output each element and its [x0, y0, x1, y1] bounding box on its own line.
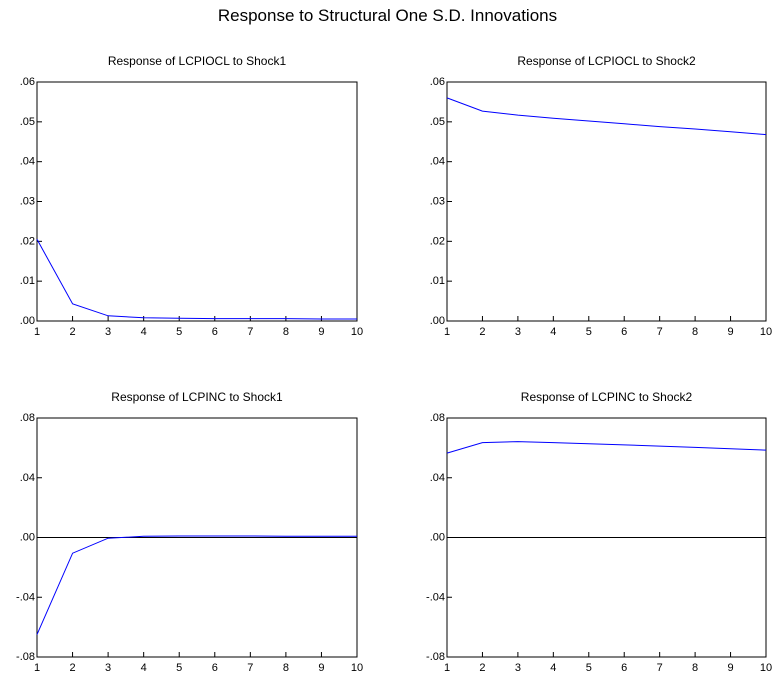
- panel-2-title: Response of LCPIOCL to Shock2: [517, 54, 696, 68]
- panel-2-xtick-label: 10: [760, 326, 772, 338]
- panel-2-ytick-label: .02: [430, 235, 445, 247]
- panel-4-xtick-label: 7: [657, 662, 663, 674]
- panel-4-xtick-label: 3: [515, 662, 521, 674]
- panel-4-xtick-label: 4: [550, 662, 556, 674]
- panel-4-xtick-label: 1: [444, 662, 450, 674]
- panel-1-ytick-label: .00: [20, 315, 35, 327]
- panel-3-xtick-label: 10: [351, 662, 363, 674]
- panel-2-ytick-label: .04: [430, 156, 445, 168]
- panel-2-xtick-label: 5: [586, 326, 592, 338]
- panel-4-xtick-label: 8: [692, 662, 698, 674]
- panel-3-xtick-label: 9: [318, 662, 324, 674]
- panel-4-ytick-label: -.08: [426, 651, 445, 663]
- panel-2-xtick-label: 9: [727, 326, 733, 338]
- panel-1-ytick-label: .06: [20, 76, 35, 88]
- panel-3-xtick-label: 3: [105, 662, 111, 674]
- panel-4-ytick-label: .00: [430, 532, 445, 544]
- panel-3-ytick-label: -.04: [16, 591, 35, 603]
- panel-1-ytick-label: .03: [20, 196, 35, 208]
- panel-1-xtick-label: 10: [351, 326, 363, 338]
- panel-4-xtick-label: 5: [586, 662, 592, 674]
- panel-3-ytick-label: .04: [20, 472, 35, 484]
- panel-4-ytick-label: -.04: [426, 591, 445, 603]
- panel-3-xtick-label: 6: [212, 662, 218, 674]
- panel-1-xtick-label: 4: [141, 326, 147, 338]
- panel-4-xtick-label: 10: [760, 662, 772, 674]
- panel-3-xtick-label: 8: [283, 662, 289, 674]
- figure-title: Response to Structural One S.D. Innovati…: [217, 6, 558, 25]
- panel-3-xtick-label: 7: [247, 662, 253, 674]
- panel-4-title: Response of LCPINC to Shock2: [521, 390, 693, 404]
- panel-3-series-line: [36, 535, 358, 635]
- panel-1-xtick-label: 2: [69, 326, 75, 338]
- panel-3-xtick-label: 2: [69, 662, 75, 674]
- panel-1-xtick-label: 5: [176, 326, 182, 338]
- panel-1-title: Response of LCPIOCL to Shock1: [108, 54, 287, 68]
- panel-3-xtick-label: 5: [176, 662, 182, 674]
- panel-4-xtick-label: 6: [621, 662, 627, 674]
- panel-1-xtick-label: 9: [318, 326, 324, 338]
- panel-4-xtick-label: 9: [727, 662, 733, 674]
- panel-3-xtick-label: 1: [34, 662, 40, 674]
- panel-2-xtick-label: 8: [692, 326, 698, 338]
- panel-1-ytick-label: .05: [20, 116, 35, 128]
- panel-3-ytick-label: -.08: [16, 651, 35, 663]
- panel-4-ytick-label: .08: [430, 412, 445, 424]
- panel-1-xtick-label: 7: [247, 326, 253, 338]
- panel-2-ytick-label: .00: [430, 315, 445, 327]
- panel-4-series-line: [446, 441, 767, 454]
- panel-2-frame: [446, 81, 767, 322]
- panel-2-ytick-label: .05: [430, 116, 445, 128]
- panel-2-xtick-label: 7: [657, 326, 663, 338]
- panel-2-xtick-label: 1: [444, 326, 450, 338]
- panel-3-xtick-label: 4: [141, 662, 147, 674]
- panel-1-xtick-label: 1: [34, 326, 40, 338]
- panel-1-ytick-label: .02: [20, 235, 35, 247]
- panel-1-frame: [36, 81, 358, 322]
- panel-2-series-line: [446, 97, 767, 136]
- panel-2-xtick-label: 3: [515, 326, 521, 338]
- panel-1-ytick-label: .04: [20, 156, 35, 168]
- panel-2-ytick-label: .03: [430, 196, 445, 208]
- panel-3-ytick-label: .08: [20, 412, 35, 424]
- panel-1-series-line: [36, 239, 357, 320]
- panel-1-ytick-label: .01: [20, 275, 35, 287]
- panel-1-xtick-label: 3: [105, 326, 111, 338]
- panel-3-ytick-label: .00: [20, 532, 35, 544]
- panel-2-ytick-label: .06: [430, 76, 445, 88]
- panel-4-xtick-label: 2: [479, 662, 485, 674]
- panel-1-xtick-label: 6: [212, 326, 218, 338]
- panel-4-ytick-label: .04: [430, 472, 445, 484]
- panel-2-xtick-label: 4: [550, 326, 556, 338]
- panel-3-title: Response of LCPINC to Shock1: [111, 390, 283, 404]
- panel-2-xtick-label: 6: [621, 326, 627, 338]
- panel-2-ytick-label: .01: [430, 275, 445, 287]
- panel-2-xtick-label: 2: [479, 326, 485, 338]
- panel-1-xtick-label: 8: [283, 326, 289, 338]
